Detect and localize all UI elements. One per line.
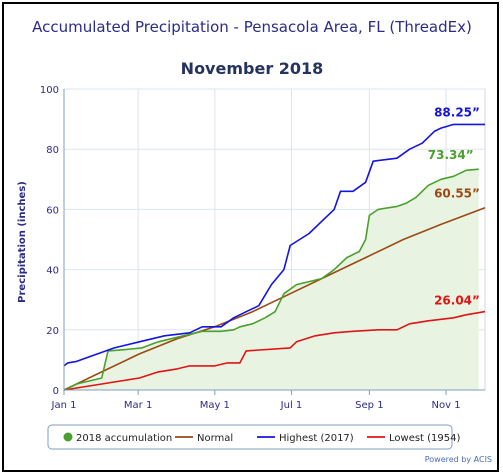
legend-label: 2018 accumulation: [76, 433, 172, 444]
y-tick-label: 0: [53, 386, 59, 397]
x-tick-label: Nov 1: [432, 400, 461, 411]
area-2018-accumulation: [64, 169, 479, 390]
x-tick-label: Jan 1: [51, 400, 77, 411]
legend-item-2018-accumulation[interactable]: 2018 accumulation: [63, 432, 173, 445]
y-tick-label: 100: [40, 85, 59, 96]
legend-marker: [63, 432, 73, 442]
axis-ticks: 0 20 40 60 80 100 Jan 1 Mar 1 May 1 Jul 1 Sep 1 Nov…: [40, 85, 485, 411]
credit-text[interactable]: Powered by ACIS: [425, 455, 492, 464]
series-line-normal[interactable]: [63, 206, 486, 391]
chart-subtitle: November 2018: [181, 59, 324, 78]
y-tick-label: 80: [46, 145, 59, 156]
legend-label: Highest (2017): [279, 433, 354, 444]
series-lines: [63, 123, 486, 391]
y-tick-label: 40: [46, 266, 59, 277]
precipitation-chart: Accumulated Precipitation - Pensacola Ar…: [17, 18, 492, 464]
end-value-label: 73.34”: [428, 148, 474, 162]
chart-frame: Accumulated Precipitation - Pensacola Ar…: [2, 2, 499, 472]
end-labels: 73.34” 60.55” 88.25” 26.04”: [428, 105, 480, 307]
x-tick-label: May 1: [200, 400, 230, 411]
legend-item-normal[interactable]: Normal: [175, 433, 233, 444]
x-tick-label: Sep 1: [355, 400, 383, 411]
legend-box: [47, 424, 453, 450]
y-tick-label: 60: [46, 205, 59, 216]
x-tick-label: Mar 1: [124, 400, 152, 411]
y-axis-label: Precipitation (inches): [17, 181, 28, 303]
chart-title: Accumulated Precipitation - Pensacola Ar…: [32, 18, 472, 36]
end-value-label: 88.25”: [434, 105, 480, 119]
x-tick-label: Jul 1: [280, 400, 303, 411]
legend-item-highest-2017[interactable]: Highest (2017): [257, 433, 354, 444]
area-fill: [64, 169, 479, 390]
legend-item-lowest-1954[interactable]: Lowest (1954): [367, 433, 461, 444]
series-line-lowest-1954[interactable]: [63, 310, 486, 391]
legend: 2018 accumulation Normal Highest (2017) Low…: [47, 424, 461, 450]
series-line-highest-2017[interactable]: [63, 123, 485, 367]
legend-label: Lowest (1954): [389, 433, 461, 444]
legend-label: Normal: [197, 433, 233, 444]
end-value-label: 26.04”: [434, 294, 480, 308]
end-value-label: 60.55”: [434, 187, 480, 201]
series-line-2018-accumulation[interactable]: [63, 168, 479, 391]
y-tick-label: 20: [46, 326, 59, 337]
